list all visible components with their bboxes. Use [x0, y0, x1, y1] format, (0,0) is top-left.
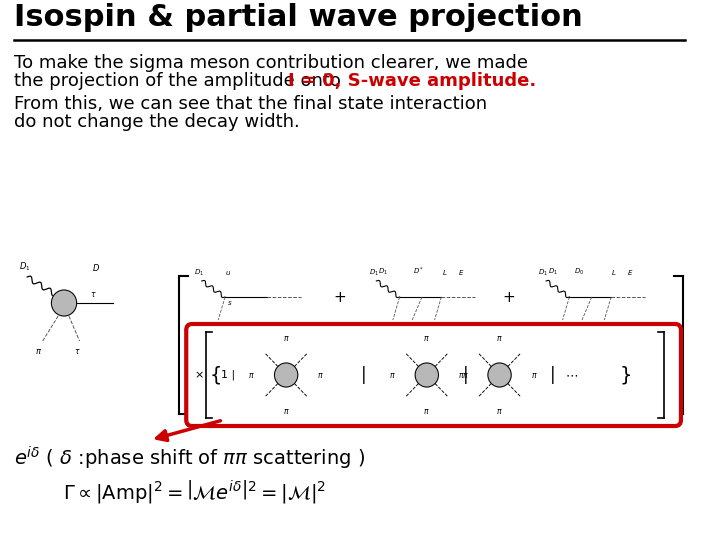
Text: $\tau$: $\tau$ — [406, 325, 413, 333]
Text: $\}$: $\}$ — [619, 364, 631, 386]
Text: $D_1$: $D_1$ — [194, 268, 204, 278]
Text: $\cdots$: $\cdots$ — [564, 368, 577, 381]
Text: |: | — [463, 366, 469, 384]
Text: $\pi$: $\pi$ — [423, 334, 430, 343]
Text: $\tau$: $\tau$ — [90, 290, 96, 299]
Text: the projection of the amplitude onto: the projection of the amplitude onto — [14, 72, 346, 90]
Text: $L$: $L$ — [611, 268, 617, 277]
Text: $\tau$: $\tau$ — [212, 325, 218, 333]
Circle shape — [274, 363, 298, 387]
Text: $E$: $E$ — [627, 268, 634, 277]
Text: From this, we can see that the final state interaction: From this, we can see that the final sta… — [14, 95, 487, 113]
Text: To make the sigma meson contribution clearer, we made: To make the sigma meson contribution cle… — [14, 54, 528, 72]
Text: 1 |: 1 | — [221, 370, 235, 380]
Text: $D_1$: $D_1$ — [369, 268, 379, 278]
Text: $\times$: $\times$ — [194, 370, 204, 380]
Text: $D_1$: $D_1$ — [539, 268, 549, 278]
Text: $E$: $E$ — [457, 268, 464, 277]
Text: $\pi$: $\pi$ — [603, 325, 609, 333]
Text: |: | — [361, 366, 366, 384]
Text: $D^*$: $D^*$ — [413, 266, 425, 277]
Text: $\pi$: $\pi$ — [531, 370, 537, 380]
Text: $D$: $D$ — [92, 262, 100, 273]
Text: $\tau$: $\tau$ — [387, 325, 393, 333]
FancyBboxPatch shape — [186, 324, 681, 426]
Text: $D_1$: $D_1$ — [378, 267, 388, 277]
Text: $\pi$: $\pi$ — [496, 407, 503, 416]
FancyArrowPatch shape — [157, 421, 220, 441]
Text: $L$: $L$ — [441, 268, 447, 277]
Text: $\pi$: $\pi$ — [389, 370, 396, 380]
Text: $\Gamma \propto |\mathrm{Amp}|^2 = \left|\mathcal{M}e^{i\delta}\right|^2 = |\mat: $\Gamma \propto |\mathrm{Amp}|^2 = \left… — [63, 478, 326, 505]
Text: $\pi$: $\pi$ — [283, 407, 289, 416]
Circle shape — [51, 290, 76, 316]
Text: I = 0, S-wave amplitude.: I = 0, S-wave amplitude. — [288, 72, 536, 90]
Text: $\tau$: $\tau$ — [74, 347, 81, 356]
Text: $\pi$: $\pi$ — [433, 325, 440, 333]
Text: $\tau$: $\tau$ — [557, 325, 563, 333]
Text: $\pi$: $\pi$ — [458, 370, 464, 380]
Text: $\pi$: $\pi$ — [35, 347, 42, 356]
Text: $u$: $u$ — [225, 269, 231, 277]
Bar — [9, 265, 689, 425]
Text: $\{$: $\{$ — [209, 364, 220, 386]
Text: $s$: $s$ — [227, 299, 233, 307]
Text: do not change the decay width.: do not change the decay width. — [14, 113, 300, 131]
Text: $\pi$: $\pi$ — [462, 370, 469, 380]
Text: $D_1$: $D_1$ — [19, 260, 31, 273]
Circle shape — [488, 363, 511, 387]
Text: $D_0$: $D_0$ — [574, 267, 584, 277]
Text: $\pi$: $\pi$ — [283, 334, 289, 343]
Circle shape — [415, 363, 438, 387]
Text: $\pi$: $\pi$ — [318, 370, 324, 380]
Text: $\pi$: $\pi$ — [496, 334, 503, 343]
Text: |: | — [550, 366, 556, 384]
Text: +: + — [333, 289, 346, 305]
Text: $\pi$: $\pi$ — [423, 407, 430, 416]
Text: $\tau$: $\tau$ — [576, 325, 582, 333]
Text: $\pi$: $\pi$ — [248, 370, 255, 380]
Text: +: + — [503, 289, 516, 305]
Text: $e^{i\delta}$ ( $\delta$ :phase shift of $\pi\pi$ scattering ): $e^{i\delta}$ ( $\delta$ :phase shift of… — [14, 445, 365, 472]
Text: $D_1$: $D_1$ — [548, 267, 558, 277]
Text: Isospin & partial wave projection: Isospin & partial wave projection — [14, 3, 582, 32]
